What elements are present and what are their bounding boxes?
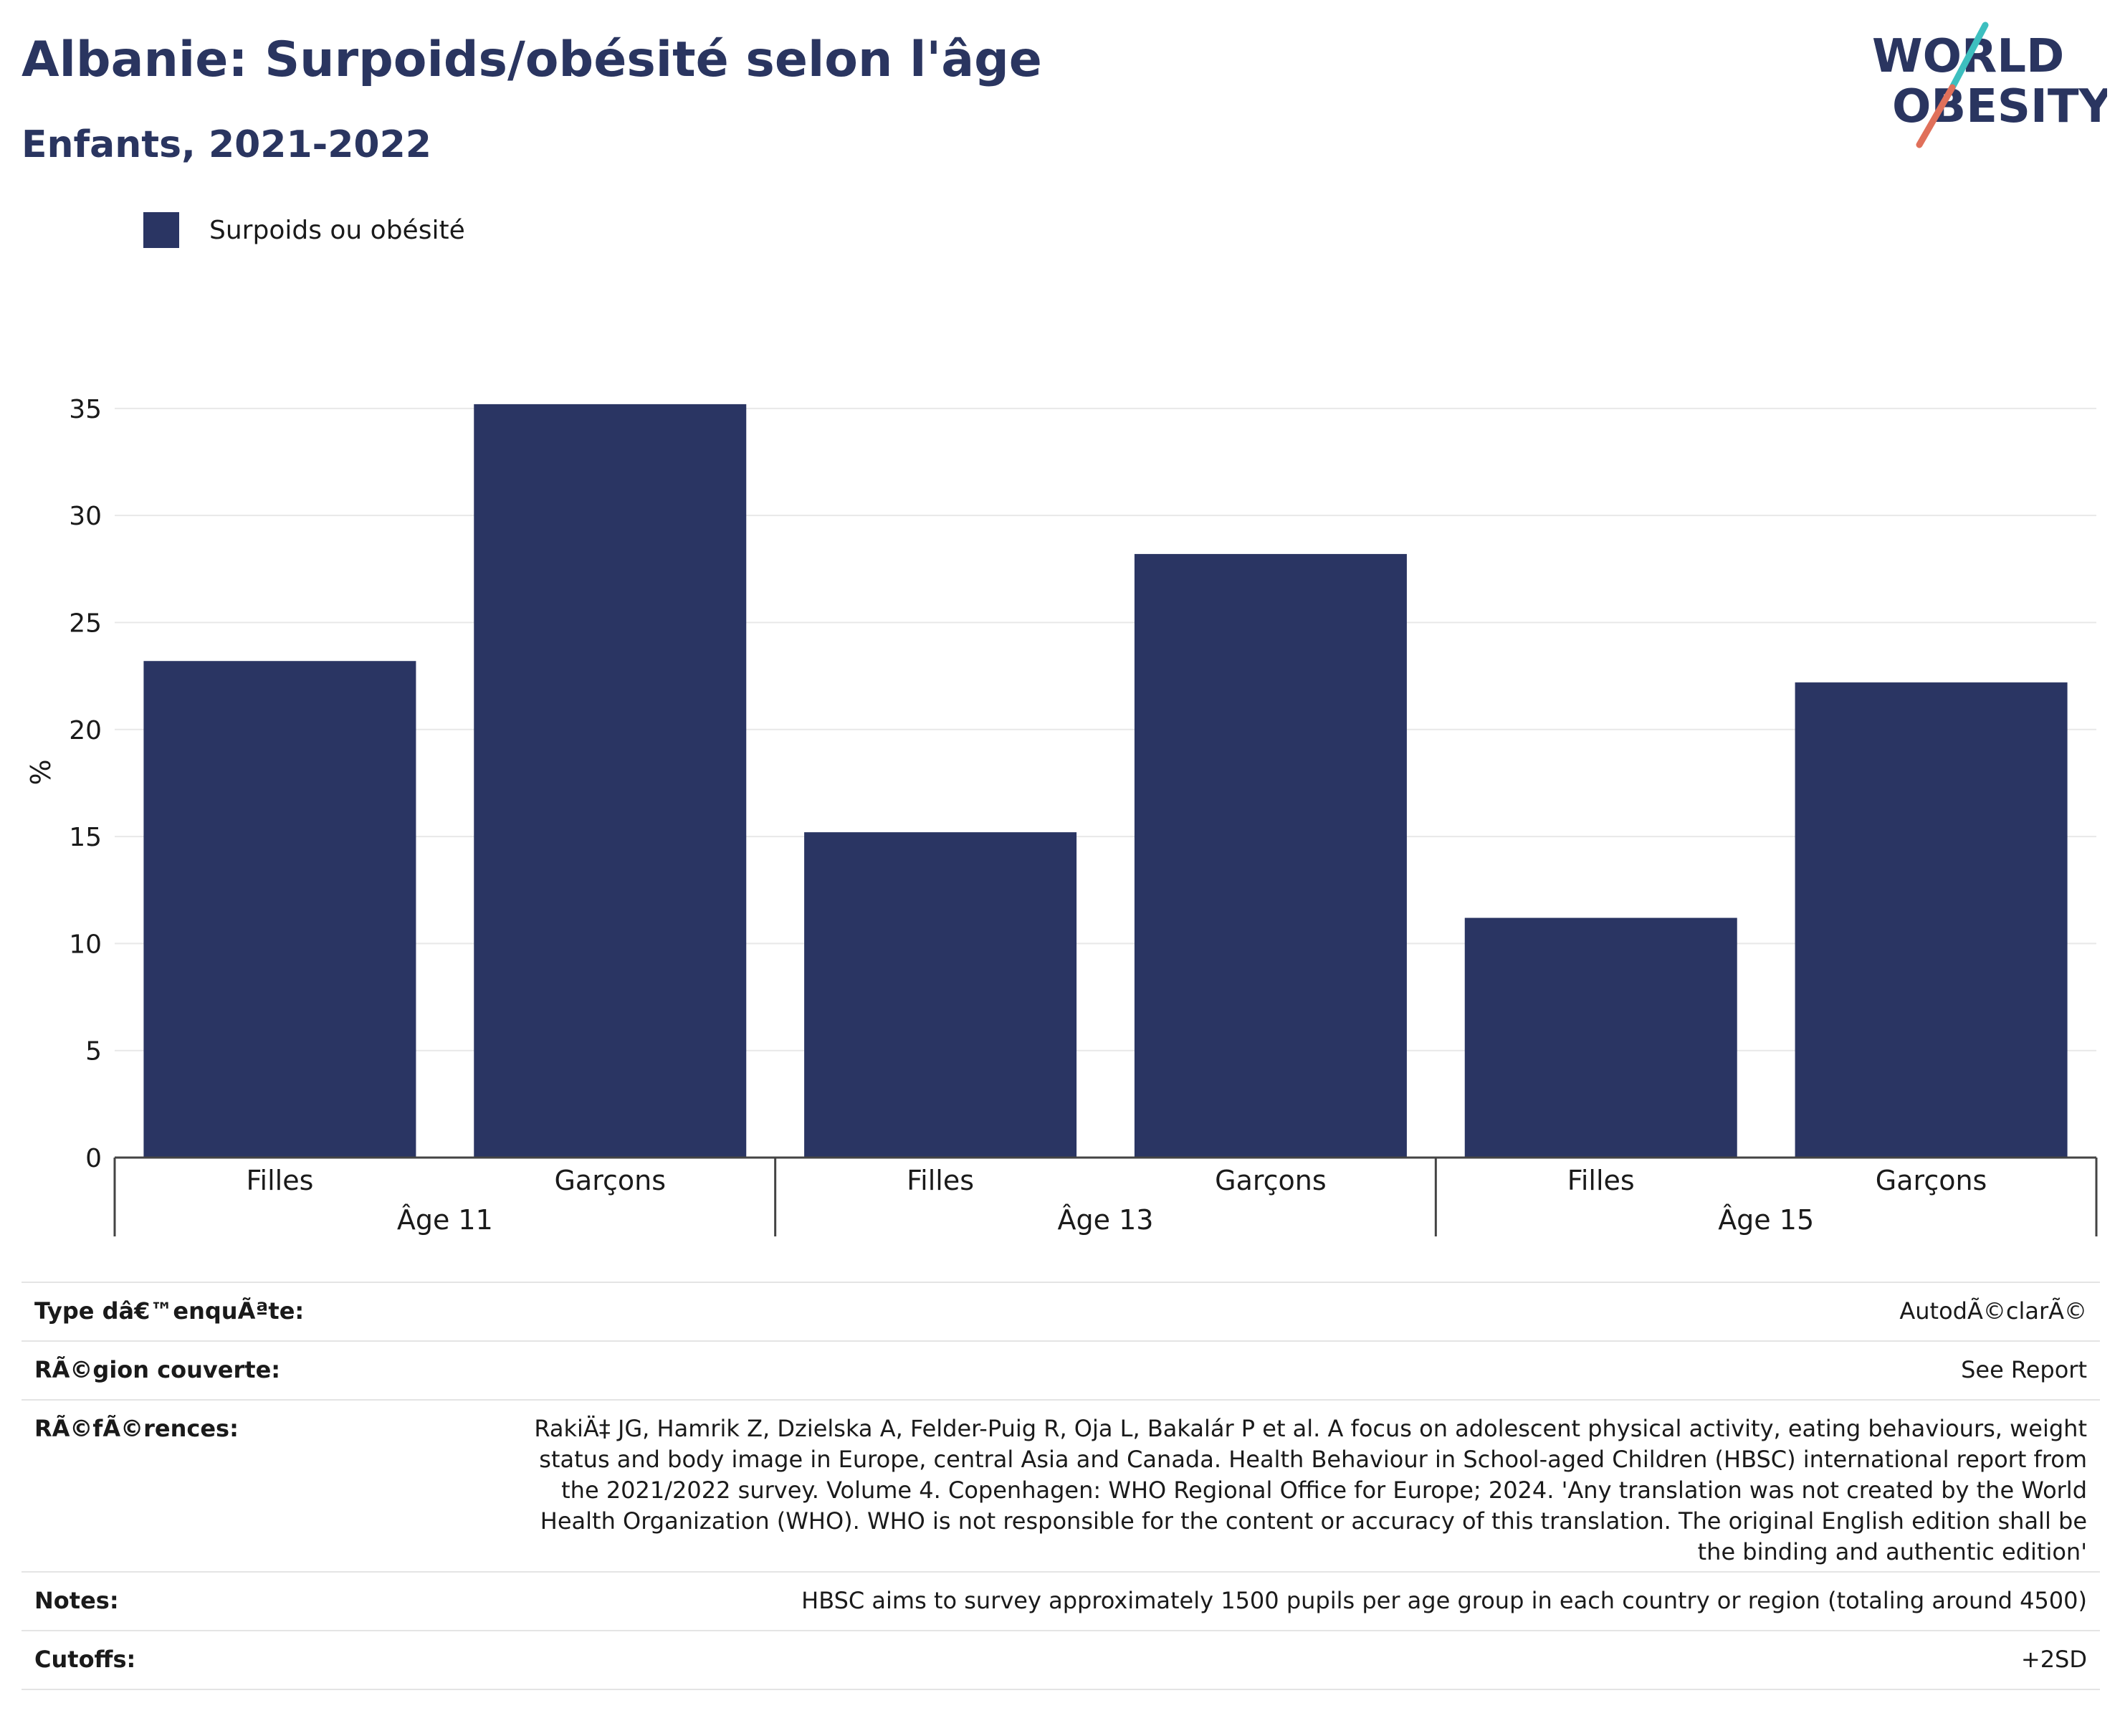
bar xyxy=(1464,917,1737,1158)
y-tick-label: 35 xyxy=(69,395,102,424)
metadata-key: RÃ©gion couverte: xyxy=(34,1356,281,1383)
metadata-value: AutodÃ©clarÃ© xyxy=(1899,1297,2087,1325)
y-tick-label: 0 xyxy=(85,1144,102,1173)
metadata-value: See Report xyxy=(1961,1356,2087,1383)
group-label: Âge 11 xyxy=(397,1204,493,1236)
x-tick-label: Garçons xyxy=(1215,1165,1327,1196)
metadata-row: Notes: HBSC aims to survey approximately … xyxy=(22,1571,2100,1630)
logo-word-obesity: OBESITY xyxy=(1892,80,2107,133)
bar xyxy=(1134,553,1407,1158)
group-label: Âge 15 xyxy=(1718,1204,1814,1236)
legend-label: Surpoids ou obésité xyxy=(209,215,465,245)
metadata-row: RÃ©fÃ©rences: RakiÄ‡ JG, Hamrik Z, Dziels… xyxy=(22,1399,2100,1571)
y-tick-label: 20 xyxy=(69,716,102,745)
metadata-row: Type dâ€™enquÃªte: AutodÃ©clarÃ© xyxy=(22,1282,2100,1340)
bar xyxy=(804,832,1077,1158)
metadata-row: RÃ©gion couverte: See Report xyxy=(22,1340,2100,1399)
legend: Surpoids ou obésité xyxy=(143,212,465,248)
y-tick-label: 5 xyxy=(85,1037,102,1067)
metadata-key: RÃ©fÃ©rences: xyxy=(34,1415,239,1442)
metadata-row: Cutoffs: +2SD xyxy=(22,1630,2100,1689)
bar xyxy=(474,404,747,1158)
chart-subtitle: Enfants, 2021-2022 xyxy=(22,123,431,166)
x-tick-label: Filles xyxy=(246,1165,313,1196)
x-tick-label: Filles xyxy=(1567,1165,1635,1196)
logo-slash-top xyxy=(1949,22,1989,91)
metadata-key: Type dâ€™enquÃªte: xyxy=(34,1297,305,1325)
metadata-bottom-border xyxy=(22,1689,2100,1690)
chart-title: Albanie: Surpoids/obésité selon l'âge xyxy=(22,32,1042,88)
y-tick-label: 10 xyxy=(69,930,102,959)
legend-swatch xyxy=(143,212,179,248)
metadata-key: Notes: xyxy=(34,1587,119,1614)
y-axis-label: % xyxy=(25,759,57,785)
group-label: Âge 13 xyxy=(1058,1204,1154,1236)
world-obesity-logo: WORLD OBESITY xyxy=(1872,22,2107,148)
y-tick-label: 25 xyxy=(69,609,102,638)
y-tick-label: 30 xyxy=(69,502,102,531)
x-tick-label: Garçons xyxy=(554,1165,666,1196)
metadata-value: HBSC aims to survey approximately 1500 p… xyxy=(801,1587,2087,1614)
metadata-key: Cutoffs: xyxy=(34,1646,136,1673)
bar xyxy=(1795,682,2068,1158)
bar xyxy=(143,661,416,1158)
x-tick-label: Garçons xyxy=(1876,1165,1987,1196)
x-tick-label: Filles xyxy=(907,1165,974,1196)
y-tick-label: 15 xyxy=(69,823,102,852)
logo-slash-bottom xyxy=(1916,84,1956,148)
bar-chart: 0 5 10 15 20 25 30 35% Filles Garçons Filles Garçon… xyxy=(25,395,2098,1236)
metadata-value: +2SD xyxy=(2020,1646,2087,1673)
metadata-value: RakiÄ‡ JG, Hamrik Z, Dzielska A, Felder-… xyxy=(534,1415,2087,1565)
